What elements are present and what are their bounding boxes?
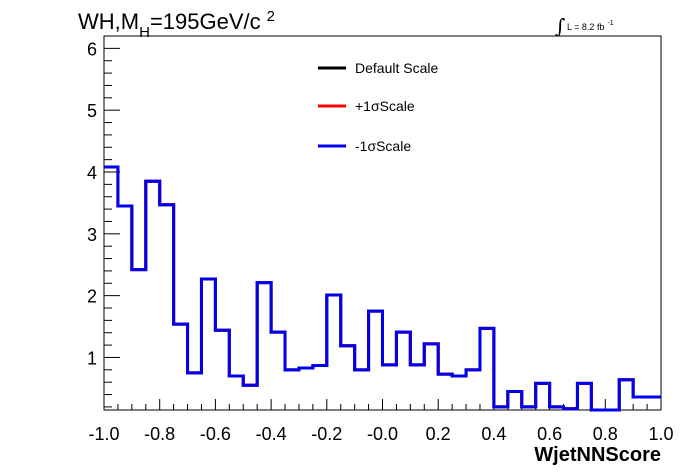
x-tick-label: 0.4 — [481, 424, 506, 444]
chart-title-superscript: 2 — [267, 8, 275, 25]
y-axis: 1 2 3 4 5 6 — [87, 35, 120, 408]
legend: Default Scale +1σScale -1σScale — [318, 60, 438, 154]
y-tick-label: 6 — [87, 39, 97, 59]
x-tick-label: 0.2 — [426, 424, 451, 444]
series-line-2 — [104, 165, 661, 412]
legend-entry-label: +1σScale — [355, 98, 415, 114]
x-tick-label: 1.0 — [648, 424, 673, 444]
x-tick-label: -0.2 — [311, 424, 342, 444]
x-axis: -1.0 -0.8 -0.6 -0.4 -0.2 -0.0 0.2 0.4 0.6 0.8 1.0 — [88, 399, 674, 444]
x-tick-label: -0.0 — [367, 424, 398, 444]
luminosity-text: L = 8.2 fb — [567, 22, 604, 32]
y-tick-label: 4 — [87, 163, 97, 183]
chart-title-prefix: WH,M — [78, 9, 139, 34]
series-group — [104, 165, 661, 412]
x-tick-label: -0.4 — [256, 424, 287, 444]
x-axis-label: WjetNNScore — [534, 444, 661, 466]
x-tick-label: 0.8 — [593, 424, 618, 444]
x-tick-label: -0.6 — [200, 424, 231, 444]
y-tick-label: 1 — [87, 348, 97, 368]
luminosity-superscript: -1 — [607, 20, 613, 27]
luminosity-integral-symbol: ∫ — [555, 14, 565, 38]
legend-entry-label: Default Scale — [355, 60, 438, 76]
chart-title-middle: =195GeV/c — [150, 9, 261, 34]
x-tick-label: -1.0 — [88, 424, 119, 444]
chart-title: WH,MH=195GeV/c 2 — [78, 8, 275, 41]
x-tick-label: -0.8 — [144, 424, 175, 444]
legend-entry-label: -1σScale — [355, 138, 411, 154]
luminosity-label: L = 8.2 fb -1 — [567, 20, 614, 32]
chart-title-subscript: H — [139, 24, 150, 41]
y-tick-label: 5 — [87, 101, 97, 121]
y-tick-label: 2 — [87, 287, 97, 307]
y-tick-label: 3 — [87, 225, 97, 245]
x-tick-label: 0.6 — [537, 424, 562, 444]
